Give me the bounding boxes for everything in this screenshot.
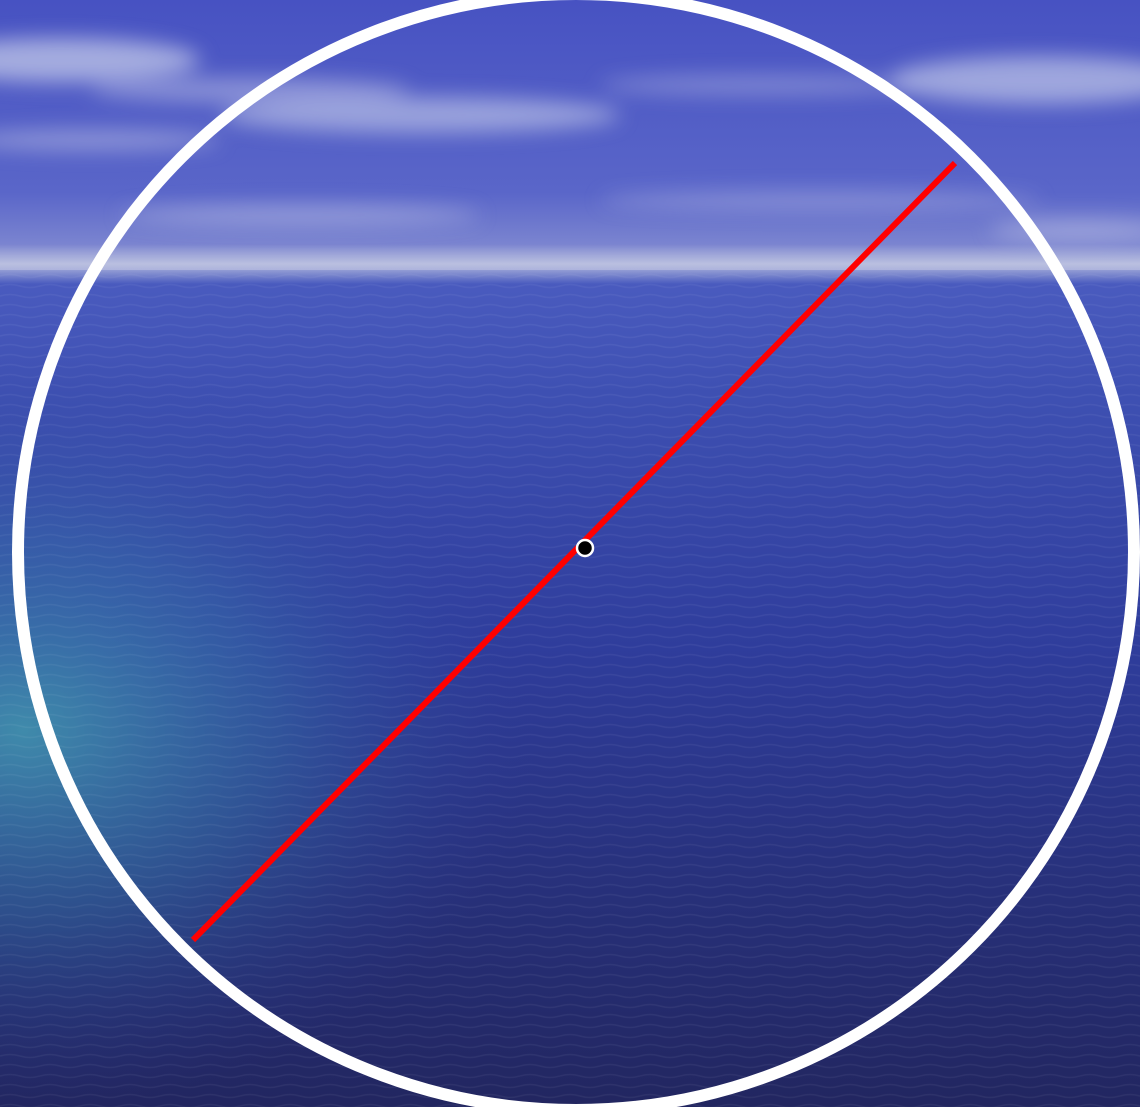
center-point-icon[interactable] bbox=[575, 538, 595, 558]
horizon-haze bbox=[0, 244, 1140, 284]
circle-outline-icon[interactable] bbox=[12, 0, 1140, 1107]
diameter-line[interactable] bbox=[190, 160, 958, 943]
clouds bbox=[0, 38, 1140, 240]
sea-ripples bbox=[0, 270, 1140, 1107]
